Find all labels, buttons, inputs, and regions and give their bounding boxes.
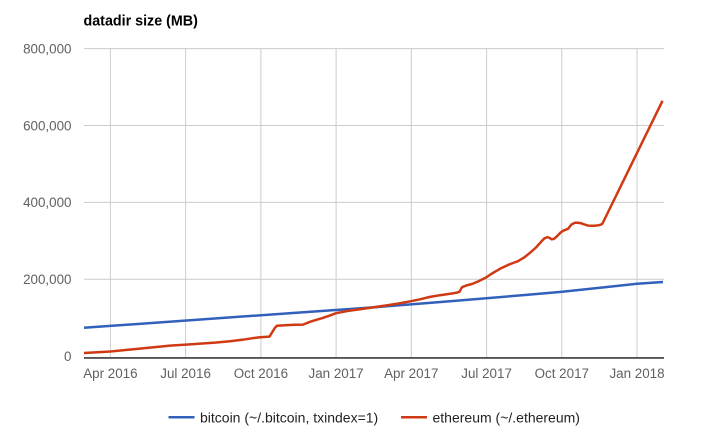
svg-text:Apr 2016: Apr 2016 xyxy=(83,366,137,381)
svg-text:200,000: 200,000 xyxy=(23,272,71,287)
svg-text:Oct 2016: Oct 2016 xyxy=(234,366,288,381)
svg-text:datadir size (MB): datadir size (MB) xyxy=(84,14,199,30)
svg-text:Jan 2017: Jan 2017 xyxy=(309,366,364,381)
svg-text:bitcoin (~/.bitcoin, txindex=1: bitcoin (~/.bitcoin, txindex=1) xyxy=(200,410,378,426)
svg-text:Apr 2017: Apr 2017 xyxy=(384,366,438,381)
svg-text:Jul 2017: Jul 2017 xyxy=(461,366,512,381)
svg-text:800,000: 800,000 xyxy=(23,41,71,56)
svg-text:Jul 2016: Jul 2016 xyxy=(160,366,211,381)
svg-text:ethereum (~/.ethereum): ethereum (~/.ethereum) xyxy=(433,410,580,426)
svg-text:0: 0 xyxy=(64,349,71,364)
svg-text:400,000: 400,000 xyxy=(23,195,71,210)
svg-text:Oct 2017: Oct 2017 xyxy=(535,366,589,381)
svg-text:Jan 2018: Jan 2018 xyxy=(609,366,664,381)
svg-text:600,000: 600,000 xyxy=(23,118,71,133)
